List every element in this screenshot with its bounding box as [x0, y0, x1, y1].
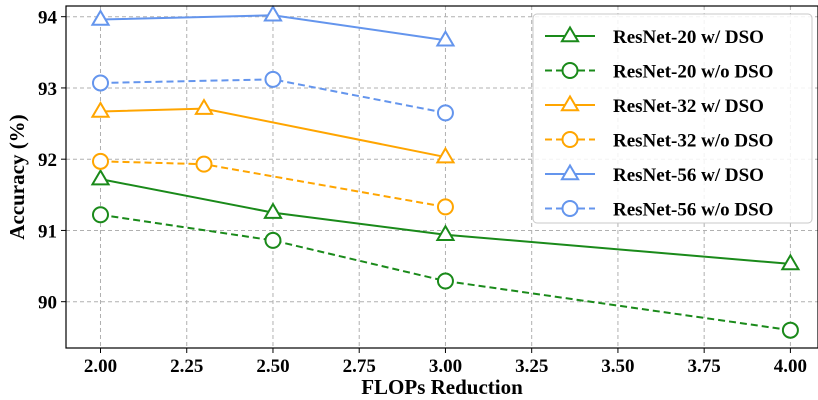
x-tick-label: 3.50: [601, 356, 634, 377]
y-tick-label: 93: [38, 79, 57, 100]
legend-item: ResNet-20 w/o DSO: [545, 62, 773, 83]
data-point: [90, 100, 111, 118]
x-axis-ticks: 2.00 2.25 2.50 2.75 3.00 3.25 3.50 3.75 4.00: [84, 348, 807, 377]
x-tick-label: 4.00: [774, 356, 807, 377]
data-point: [90, 168, 111, 186]
data-point: [435, 29, 456, 47]
x-tick-label: 2.75: [343, 356, 376, 377]
series-layer: [90, 4, 801, 339]
legend-label: ResNet-32 w/o DSO: [613, 131, 773, 152]
series-line: [100, 178, 791, 265]
data-point: [780, 253, 801, 271]
data-point: [781, 321, 799, 339]
y-tick-label: 94: [38, 8, 58, 29]
legend-marker: [561, 200, 579, 217]
series-6: [91, 70, 454, 122]
series-line: [100, 78, 446, 114]
legend-marker: [561, 62, 579, 79]
x-tick-label: 2.00: [84, 356, 117, 377]
x-tick-label: 3.25: [515, 356, 548, 377]
data-point: [91, 74, 109, 92]
series-4: [91, 152, 454, 216]
legend-label: ResNet-20 w/ DSO: [613, 27, 764, 48]
legend-label: ResNet-56 w/o DSO: [613, 200, 773, 221]
data-point: [435, 224, 456, 241]
data-point: [90, 9, 111, 26]
x-tick-label: 2.25: [170, 356, 203, 377]
legend-item: ResNet-56 w/o DSO: [545, 200, 773, 221]
series-1: [90, 168, 801, 271]
legend-marker: [560, 94, 580, 112]
data-point: [264, 231, 282, 249]
x-tick-label: 3.75: [688, 356, 721, 377]
plot-frame: [65, 5, 818, 349]
legend-item: ResNet-56 w/ DSO: [545, 163, 764, 186]
series-2: [91, 206, 799, 339]
x-tick-label: 2.50: [256, 356, 289, 377]
data-point: [435, 146, 456, 164]
y-axis-ticks: 90 91 92 93 94: [38, 8, 66, 314]
data-point: [263, 4, 283, 22]
y-axis-label: Accuracy (%): [5, 114, 29, 239]
data-point: [91, 206, 109, 224]
legend-label: ResNet-20 w/o DSO: [613, 62, 773, 83]
legend-label: ResNet-32 w/ DSO: [613, 96, 764, 117]
data-point: [436, 104, 454, 122]
x-tick-label: 3.00: [429, 356, 462, 377]
legend-item: ResNet-20 w/ DSO: [545, 25, 764, 48]
y-tick-label: 91: [38, 221, 57, 242]
y-tick-label: 90: [38, 293, 57, 314]
legend-marker: [560, 25, 580, 43]
legend-marker: [561, 131, 579, 148]
legend: ResNet-20 w/ DSO ResNet-20 w/o DSO ResNet-…: [532, 13, 813, 224]
legend-marker: [560, 163, 580, 181]
data-point: [91, 152, 109, 170]
data-point: [264, 70, 282, 88]
y-tick-label: 92: [38, 150, 57, 171]
data-point: [195, 155, 213, 173]
legend-box: [532, 13, 813, 224]
data-point: [436, 272, 454, 290]
data-point: [436, 198, 454, 216]
series-5: [90, 4, 456, 47]
series-3: [90, 98, 456, 164]
legend-item: ResNet-32 w/o DSO: [545, 131, 773, 152]
x-axis-label: FLOPs Reduction: [361, 375, 523, 399]
data-point: [263, 202, 283, 219]
legend-item: ResNet-32 w/ DSO: [545, 94, 764, 117]
legend-label: ResNet-56 w/ DSO: [613, 165, 764, 186]
data-point: [194, 98, 214, 115]
